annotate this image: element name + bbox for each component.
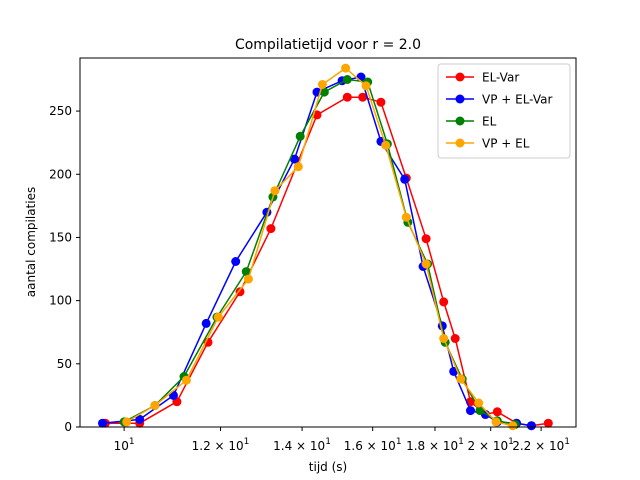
legend-marker — [455, 116, 465, 126]
data-point — [319, 87, 329, 97]
series-group — [122, 63, 518, 431]
data-point — [456, 374, 466, 384]
data-point — [317, 80, 327, 89]
data-point — [381, 140, 391, 150]
data-point — [342, 92, 352, 102]
data-point — [293, 162, 303, 172]
legend-marker — [455, 138, 465, 148]
x-tick-label: 2.2 × 101 — [512, 437, 570, 453]
data-point — [213, 312, 223, 322]
data-point — [400, 174, 410, 184]
chart-title: Compilatietijd voor r = 2.0 — [235, 37, 421, 53]
y-tick-label: 250 — [49, 104, 72, 118]
legend: EL-Var VP + EL-Var EL VP + EL — [437, 63, 571, 159]
data-point — [439, 334, 449, 343]
data-point — [150, 401, 160, 410]
data-point — [361, 81, 371, 91]
data-point — [474, 398, 484, 408]
data-point — [231, 257, 241, 266]
y-tick-label: 0 — [64, 420, 72, 434]
data-point — [543, 418, 553, 428]
data-point — [295, 131, 305, 141]
legend-marker — [455, 72, 465, 82]
data-point — [203, 337, 213, 347]
y-axis: 0 50 100 150 200 250 — [49, 104, 80, 434]
data-point — [266, 224, 276, 234]
x-tick-label: 1.4 × 101 — [273, 437, 331, 453]
y-tick-label: 150 — [49, 230, 72, 244]
legend-label: VP + EL-Var — [482, 93, 552, 107]
x-tick-label: 2 × 101 — [468, 437, 514, 453]
data-point — [270, 186, 280, 196]
x-axis-label: tijd (s) — [309, 460, 347, 474]
data-point — [508, 421, 518, 431]
data-point — [243, 274, 253, 284]
data-point — [235, 287, 245, 297]
axes-frame — [79, 57, 577, 428]
data-point — [526, 421, 536, 431]
data-point — [401, 212, 411, 222]
y-tick-label: 50 — [57, 357, 72, 371]
y-tick-label: 100 — [49, 294, 72, 308]
data-point — [341, 63, 351, 73]
data-point — [342, 75, 352, 84]
legend-box — [437, 63, 571, 159]
legend-entry: EL — [446, 115, 497, 129]
y-tick-label: 200 — [49, 167, 72, 181]
x-axis: 101 1.2 × 101 1.4 × 101 1.6 × 101 1.8 × 101 2… — [114, 427, 570, 453]
data-point — [181, 375, 191, 385]
legend-entry: VP + EL-Var — [446, 93, 552, 107]
data-point — [421, 259, 431, 269]
data-point — [376, 97, 386, 107]
legend-label: VP + EL — [482, 137, 530, 151]
data-point — [98, 418, 107, 428]
x-tick-label: 101 — [114, 437, 135, 453]
legend-entry: VP + EL — [446, 137, 530, 151]
legend-entry: EL-Var — [446, 71, 519, 85]
data-point — [421, 234, 431, 244]
data-point — [358, 92, 368, 102]
series-line — [126, 67, 513, 427]
data-point — [201, 318, 211, 328]
legend-label: EL — [482, 115, 497, 129]
data-point — [475, 406, 485, 416]
data-point — [135, 414, 145, 424]
y-axis-label: aantal compilaties — [24, 187, 38, 297]
legend-marker — [455, 94, 465, 104]
data-point — [492, 407, 502, 417]
x-tick-label: 1.8 × 101 — [406, 437, 464, 453]
x-tick-label: 1.6 × 101 — [344, 437, 402, 453]
data-point — [290, 154, 299, 164]
data-point — [450, 334, 460, 343]
data-point — [466, 406, 475, 416]
data-point — [241, 267, 251, 277]
data-point — [491, 417, 501, 427]
plot-area — [98, 63, 553, 431]
data-point — [122, 417, 132, 427]
legend-label: EL-Var — [482, 71, 519, 85]
data-point — [439, 297, 449, 307]
x-tick-label: 1.2 × 101 — [192, 437, 250, 453]
